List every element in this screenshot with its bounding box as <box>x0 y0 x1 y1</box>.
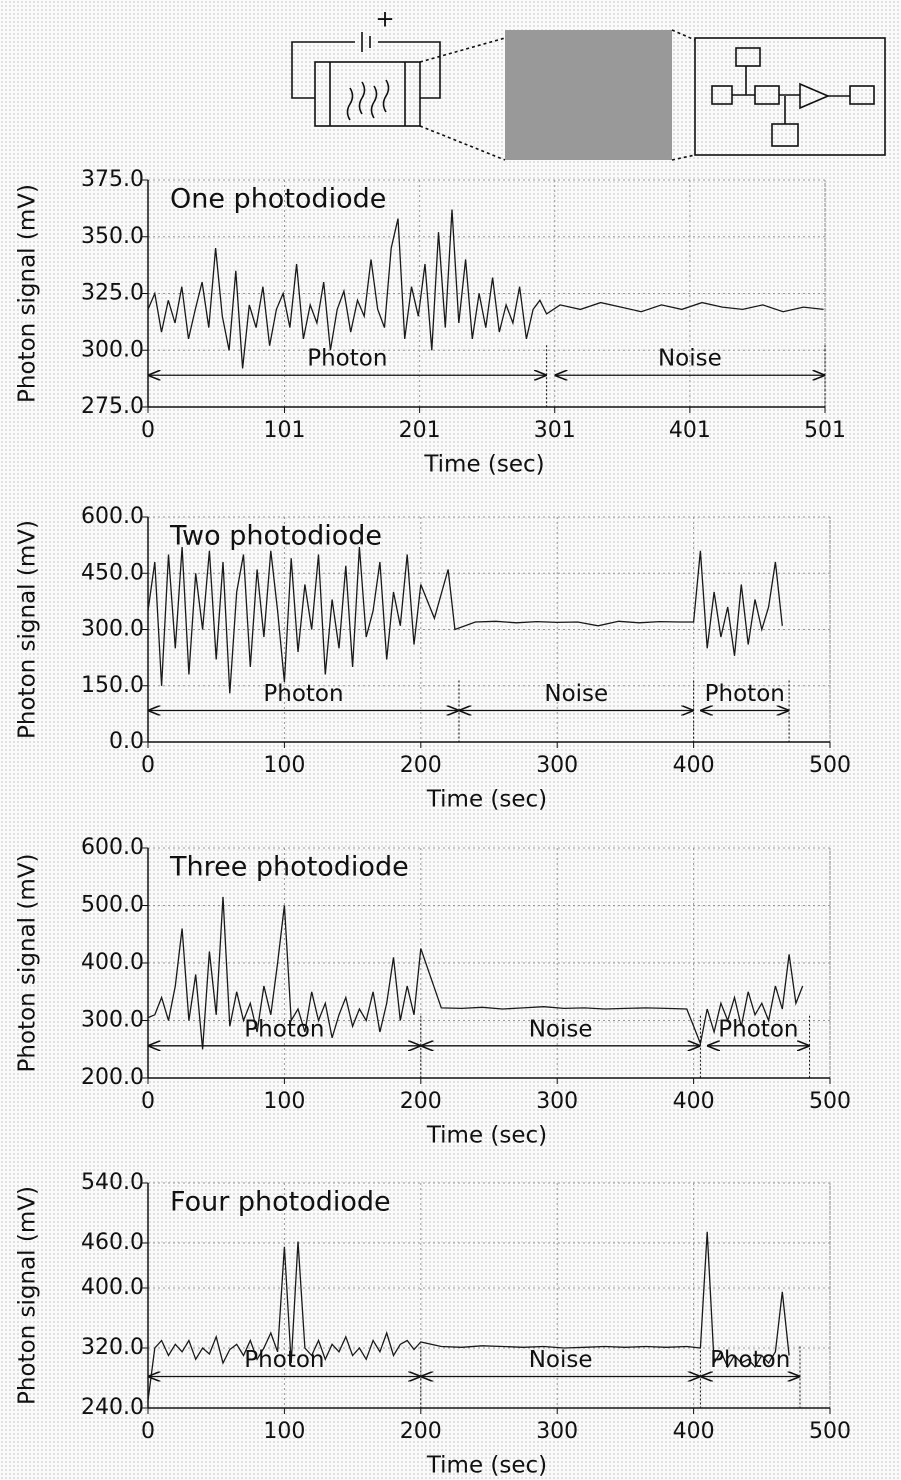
x-tick-label: 100 <box>263 1419 305 1444</box>
x-tick-label: 200 <box>400 753 442 778</box>
chart-title: Three photodiode <box>169 852 409 883</box>
span-label: Photon <box>710 1347 790 1373</box>
x-tick-label: 100 <box>263 753 305 778</box>
y-axis-label: Photon signal (mV) <box>15 1186 41 1405</box>
y-axis-label: Photon signal (mV) <box>15 854 41 1073</box>
y-tick-label: 400.0 <box>81 1275 144 1300</box>
y-axis-label: Photon signal (mV) <box>15 520 41 739</box>
span-label: Photon <box>244 1016 324 1042</box>
polarity-label: + <box>375 7 394 33</box>
span-label: Photon <box>244 1347 324 1373</box>
y-tick-label: 350.0 <box>81 224 144 249</box>
y-tick-label: 0.0 <box>109 729 144 754</box>
span-label: Photon <box>705 681 785 707</box>
x-tick-label: 300 <box>536 753 578 778</box>
span-label: Photon <box>718 1016 798 1042</box>
signal-line <box>147 896 804 1050</box>
y-tick-label: 240.0 <box>81 1395 144 1420</box>
x-tick-label: 101 <box>263 418 305 443</box>
chart-title: One photodiode <box>170 184 386 215</box>
x-tick-label: 201 <box>399 418 441 443</box>
x-tick-label: 301 <box>534 418 576 443</box>
x-tick-label: 0 <box>141 1089 155 1114</box>
x-tick-label: 0 <box>141 1419 155 1444</box>
y-tick-label: 600.0 <box>81 835 144 860</box>
y-tick-label: 200.0 <box>81 1065 144 1090</box>
x-tick-label: 0 <box>141 418 155 443</box>
schematic <box>291 29 886 161</box>
x-tick-label: 200 <box>400 1089 442 1114</box>
x-axis-label: Time (sec) <box>423 452 544 478</box>
x-tick-label: 400 <box>673 753 715 778</box>
x-tick-label: 0 <box>141 753 155 778</box>
y-tick-label: 275.0 <box>81 394 144 419</box>
x-tick-label: 501 <box>804 418 846 443</box>
chart-title: Four photodiode <box>170 1187 391 1218</box>
y-tick-label: 460.0 <box>81 1230 144 1255</box>
x-tick-label: 100 <box>263 1089 305 1114</box>
x-tick-label: 300 <box>536 1089 578 1114</box>
y-tick-label: 450.0 <box>81 560 144 585</box>
chart-title: Two photodiode <box>169 521 382 552</box>
x-tick-label: 500 <box>809 753 851 778</box>
y-tick-label: 300.0 <box>81 617 144 642</box>
x-tick-label: 300 <box>536 1419 578 1444</box>
y-tick-label: 540.0 <box>81 1170 144 1195</box>
span-label: Noise <box>658 346 722 372</box>
x-axis-label: Time (sec) <box>426 787 547 813</box>
x-axis-label: Time (sec) <box>426 1453 547 1479</box>
span-label: Noise <box>544 681 608 707</box>
span-label: Photon <box>307 346 387 372</box>
y-tick-label: 300.0 <box>81 1008 144 1033</box>
y-tick-label: 320.0 <box>81 1335 144 1360</box>
y-tick-label: 375.0 <box>81 167 144 192</box>
y-tick-label: 150.0 <box>81 673 144 698</box>
y-tick-label: 325.0 <box>81 281 144 306</box>
y-tick-label: 300.0 <box>81 337 144 362</box>
y-tick-label: 500.0 <box>81 893 144 918</box>
x-tick-label: 401 <box>669 418 711 443</box>
y-tick-label: 600.0 <box>81 504 144 529</box>
signal-line <box>147 209 824 369</box>
x-tick-label: 400 <box>673 1089 715 1114</box>
signal-line <box>147 546 783 694</box>
x-axis-label: Time (sec) <box>426 1123 547 1149</box>
x-tick-label: 500 <box>809 1419 851 1444</box>
signal-line <box>147 1231 790 1401</box>
span-label: Noise <box>529 1347 593 1373</box>
span-label: Photon <box>263 681 343 707</box>
x-tick-label: 400 <box>673 1419 715 1444</box>
x-tick-label: 500 <box>809 1089 851 1114</box>
span-label: Noise <box>529 1016 593 1042</box>
y-axis-label: Photon signal (mV) <box>15 184 41 403</box>
x-tick-label: 200 <box>400 1419 442 1444</box>
y-tick-label: 400.0 <box>81 950 144 975</box>
